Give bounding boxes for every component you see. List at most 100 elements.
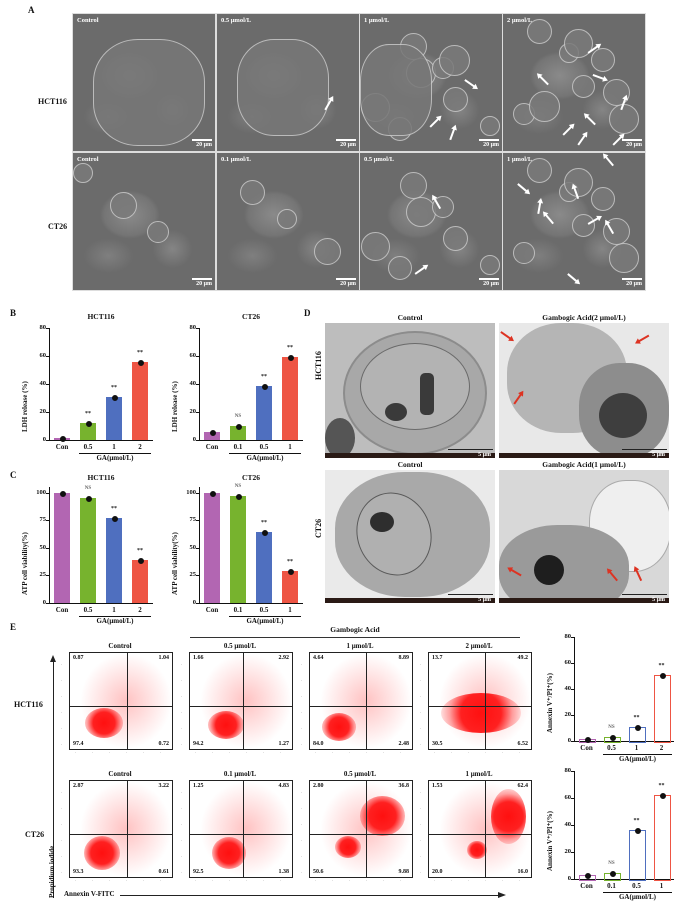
- log-tick: ·: [246, 878, 248, 883]
- chart-ldh-ct26: CT26 0 20 40 60 80 LDH release (%) Con NS 0.1 ** 0.…: [165, 312, 305, 462]
- significance-marker: NS: [608, 725, 615, 731]
- log-tick: ·: [315, 750, 317, 755]
- significance-marker: **: [287, 345, 293, 352]
- ga-bracket: [603, 754, 672, 755]
- y-tick-label: 0: [192, 599, 196, 606]
- significance-marker: **: [137, 547, 143, 554]
- bar-2: [131, 559, 149, 603]
- bar-Con: [53, 492, 71, 603]
- x-tick-label: Con: [580, 744, 593, 752]
- log-tick: ·: [61, 806, 63, 811]
- log-tick: ·: [468, 750, 470, 755]
- significance-marker: **: [633, 818, 640, 825]
- y-tick-label: 25: [39, 571, 47, 579]
- scale-label: 20 μm: [340, 142, 356, 148]
- log-tick: ·: [126, 750, 128, 755]
- x-axis: [199, 603, 303, 604]
- chart-atp-hct116: HCT116 0 25 50 75 100 ATP cell viability(%) Con…: [15, 473, 155, 625]
- x-tick-label: 0.5: [632, 882, 641, 890]
- scale-label: 20 μm: [626, 142, 642, 148]
- data-point: [60, 435, 66, 442]
- micrograph-label: 0.5 μmol/L: [221, 17, 252, 24]
- x-tick-label: 0.5: [259, 606, 269, 614]
- pi-axis-line: [53, 660, 54, 898]
- log-tick: ·: [420, 822, 422, 827]
- ga-bracket: [79, 453, 151, 454]
- scale-label: 20 μm: [196, 142, 212, 148]
- panel-label-d: D: [304, 308, 311, 318]
- tem-title: Gambogic Acid(1 μmol/L): [542, 460, 626, 469]
- log-tick: ·: [109, 750, 111, 755]
- significance-marker: **: [658, 782, 665, 789]
- log-tick: ·: [420, 838, 422, 843]
- micrograph-label: 1 μmol/L: [507, 156, 533, 163]
- log-tick: ·: [420, 678, 422, 683]
- log-tick: ·: [301, 726, 303, 731]
- quadrant-lr-value: 9.88: [398, 869, 410, 875]
- tem-hct116-treated: 5 μm: [499, 323, 669, 458]
- log-tick: ·: [301, 678, 303, 683]
- significance-marker: **: [633, 715, 640, 722]
- tem-ct26-control: 5 μm: [325, 470, 495, 603]
- micrograph-label: Control: [77, 17, 99, 24]
- log-tick: ·: [181, 870, 183, 875]
- log-tick: ·: [366, 750, 368, 755]
- log-tick: ·: [400, 878, 402, 883]
- quadrant-ll-value: 84.0: [313, 741, 324, 747]
- flow-plot-title: 0.5 μmol/L: [343, 770, 377, 778]
- x-tick-label: 1: [288, 606, 292, 614]
- y-tick-label: 50: [189, 543, 197, 551]
- log-tick: ·: [181, 742, 183, 747]
- data-point: [584, 873, 591, 880]
- quadrant-ul-value: 0.87: [73, 655, 84, 661]
- data-point: [210, 490, 216, 497]
- chart-title: HCT116: [87, 473, 115, 482]
- y-tick-label: 80: [39, 324, 47, 331]
- bar-0.5: [79, 498, 97, 603]
- log-tick: ·: [301, 854, 303, 859]
- x-tick-label: Con: [55, 606, 69, 614]
- scale-bar: 20 μm: [192, 139, 212, 148]
- log-tick: ·: [212, 878, 214, 883]
- log-tick: ·: [61, 710, 63, 715]
- quadrant-ll-value: 97.4: [73, 741, 84, 747]
- micrograph-ct26-2: 0.5 μmol/L 20 μm: [359, 152, 503, 291]
- flow-plot-ct26-3: 1.53 62.4 20.0 16.0: [428, 780, 532, 878]
- row-label-hct116-flow: HCT116: [14, 700, 43, 709]
- significance-marker: NS: [234, 483, 242, 489]
- significance-marker: **: [261, 520, 267, 527]
- micrograph-label: 0.1 μmol/L: [221, 156, 252, 163]
- x-axis-label: GA(μmol/L): [96, 617, 134, 625]
- significance-marker: NS: [84, 486, 92, 492]
- data-point: [236, 493, 242, 500]
- log-tick: ·: [143, 878, 145, 883]
- quadrant-ur-value: 1.04: [158, 655, 170, 661]
- bar-0.5: [628, 830, 647, 881]
- bar-1: [105, 397, 123, 440]
- micrograph-ct26-3: 1 μmol/L 20 μm: [502, 152, 646, 291]
- log-tick: ·: [75, 750, 77, 755]
- row-label-hct116-tem: HCT116: [314, 351, 323, 380]
- micrograph-hct116-1: 0.5 μmol/L 20 μm: [216, 13, 360, 152]
- data-point: [634, 828, 641, 835]
- group-bracket: [190, 637, 520, 638]
- quadrant-ll-value: 50.6: [313, 869, 324, 875]
- scale-label: 20 μm: [483, 142, 499, 148]
- data-point: [86, 496, 92, 503]
- chart-atp-ct26: CT26 0 25 50 75 100 ATP cell viability(%) Con NS…: [165, 473, 305, 625]
- quadrant-lr-value: 0.61: [158, 869, 170, 875]
- significance-marker: **: [261, 374, 267, 381]
- x-axis: [49, 440, 153, 441]
- y-tick-label: 80: [189, 324, 197, 331]
- log-tick: ·: [519, 878, 521, 883]
- log-tick: ·: [434, 750, 436, 755]
- y-tick-label: 40: [564, 821, 572, 828]
- x-axis-label: GA(μmol/L): [246, 617, 284, 625]
- log-tick: ·: [519, 750, 521, 755]
- ga-bracket: [79, 616, 151, 617]
- chart-title: CT26: [242, 312, 260, 321]
- quadrant-lr-value: 16.0: [517, 869, 529, 875]
- log-tick: ·: [160, 750, 162, 755]
- y-tick-label: 20: [564, 711, 572, 718]
- panel-label-e: E: [10, 622, 17, 632]
